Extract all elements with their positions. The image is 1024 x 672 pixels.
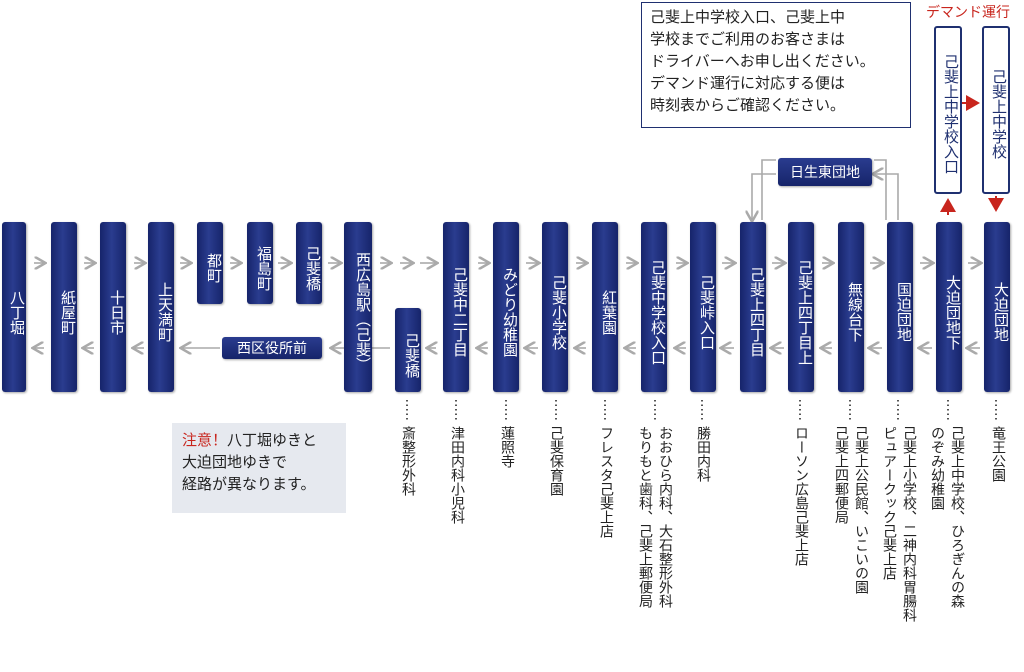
- stop-koiue4: 己斐上四丁目: [740, 222, 766, 392]
- stop-koinaka2: 己斐中二丁目: [443, 222, 469, 392]
- notice-line: ドライバーへお申し出ください。: [650, 52, 875, 70]
- notice-line: 学校までご利用のお客さまは: [650, 30, 846, 48]
- demand-notice: 己斐上中学校入口、己斐上中 学校までご利用のお客さまは ドライバーへお申し出くだ…: [641, 2, 911, 128]
- landmark-koihashi: 斎整形外科: [400, 426, 416, 496]
- landmark-midori: 蓮照寺: [499, 426, 515, 468]
- demand-stop-koiuechu-iriguchi: 己斐上中学校入口: [934, 26, 962, 194]
- landmark-kunisako-b: 己斐上小学校、二神内科胃腸科: [901, 426, 917, 622]
- notice-line: デマンド運行に対応する便は: [650, 74, 846, 92]
- stop-koichu: 己斐中学校入口: [641, 222, 667, 392]
- landmark-koinaka2: 津田内科小児科: [449, 426, 465, 524]
- landmark-koisho: 己斐保育園: [548, 426, 564, 496]
- stop-miyako: 都町: [197, 222, 223, 304]
- stop-fukushimacho: 福島町: [247, 222, 273, 304]
- stop-nishihiroshima: 西広島駅（己斐）: [344, 222, 372, 392]
- caution-prefix: 注意！: [182, 431, 228, 449]
- stop-koiue4ue: 己斐上四丁目上: [788, 222, 814, 392]
- stop-hinase-higashi: 日生東団地: [778, 158, 872, 186]
- caution-line3: 経路が異なります。: [182, 475, 316, 493]
- stop-koitoge: 己斐峠入口: [690, 222, 716, 392]
- caution-line1: 八丁堀ゆきと: [227, 431, 318, 449]
- stop-nishiku-yakusho: 西区役所前: [222, 337, 322, 359]
- landmark-osakoshita-a: 己斐上中学校、ひろぎんの森: [949, 426, 965, 608]
- route-caution: 注意！八丁堀ゆきと 大迫団地ゆきで 経路が異なります。: [172, 423, 346, 513]
- stop-koihashi: 己斐橋: [296, 222, 322, 304]
- landmark-osako: 竜王公園: [990, 426, 1006, 482]
- stop-osakoshita: 大迫団地下: [936, 222, 962, 392]
- stop-koisho: 己斐小学校: [542, 222, 568, 392]
- landmark-musendai-a: 己斐上公民館、いこいの園: [853, 426, 869, 594]
- stop-kamitenmacho: 上天満町: [148, 222, 174, 392]
- stop-tokaichi: 十日市: [100, 222, 126, 392]
- stop-kamiyacho: 紙屋町: [51, 222, 77, 392]
- landmark-musendai-b: 己斐上四郵便局: [833, 426, 849, 524]
- stop-musendai: 無線台下: [838, 222, 864, 392]
- notice-line: 己斐上中学校入口、己斐上中: [650, 8, 846, 26]
- landmark-koyoen: フレスタ己斐上店: [598, 426, 614, 538]
- caution-line2: 大迫団地ゆきで: [182, 453, 288, 471]
- stop-osako: 大迫団地: [984, 222, 1010, 392]
- stop-koyoen: 紅葉園: [592, 222, 618, 392]
- stop-koihashi-return: 己斐橋: [395, 308, 421, 392]
- stop-midori: みどり幼稚園: [493, 222, 519, 392]
- demand-label: デマンド運行: [926, 5, 1010, 21]
- stop-hatchobori: 八丁堀: [2, 222, 26, 392]
- landmark-kunisako-a: ピュアークック己斐上店: [881, 426, 897, 580]
- landmark-koiue4ue: ローソン広島己斐上店: [793, 426, 809, 566]
- landmark-koichu-b: もりもと歯科、己斐上郵便局: [637, 426, 653, 608]
- landmark-koichu-a: おおひら内科、大石整形外科: [657, 426, 673, 608]
- landmark-osakoshita-b: のぞみ幼稚園: [929, 426, 945, 510]
- notice-line: 時刻表からご確認ください。: [650, 96, 846, 114]
- landmark-koitoge: 勝田内科: [695, 426, 711, 482]
- stop-kunisako: 国迫団地: [887, 222, 913, 392]
- demand-stop-koiuechu: 己斐上中学校: [982, 26, 1010, 194]
